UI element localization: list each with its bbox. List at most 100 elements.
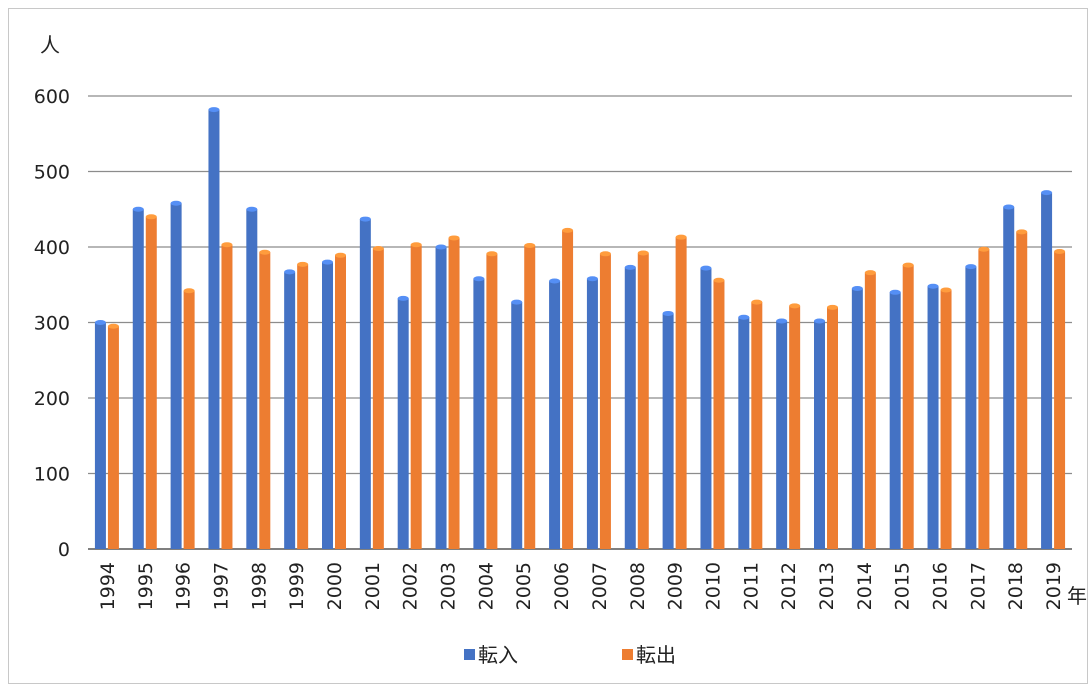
bar-cap: [410, 242, 422, 248]
bar-転出-2019: [1054, 251, 1066, 549]
bar-cap: [107, 323, 119, 329]
bar-転入-1994: [94, 322, 106, 549]
x-tick-label: 1998: [248, 562, 270, 610]
y-tick-label: 500: [34, 162, 70, 184]
bar-転出-2013: [827, 307, 838, 549]
y-tick-label: 0: [58, 539, 70, 561]
bar-転出-1999: [297, 264, 309, 549]
bar-cap: [372, 246, 384, 252]
bar-転出-2001: [372, 248, 384, 549]
bar-cap: [1003, 204, 1015, 210]
bar-転入-2011: [738, 317, 750, 549]
x-tick-label: 2011: [740, 562, 762, 610]
x-tick-label: 2007: [589, 562, 611, 610]
bar-転出-2000: [335, 255, 346, 549]
bar-転出-1998: [259, 252, 271, 549]
y-axis-ticks: 0 100 200 300 400 500 600: [34, 86, 70, 561]
bar-転出-2006: [562, 230, 574, 549]
bar-cap: [94, 320, 106, 325]
bar-転出-1996: [183, 290, 195, 549]
bar-転入-2019: [1041, 192, 1053, 549]
bar-cap: [511, 299, 523, 305]
bar-cap: [221, 242, 233, 248]
x-tick-label: 2017: [967, 562, 989, 610]
y-axis-label: 人: [40, 33, 60, 57]
bar-転入-2016: [927, 286, 939, 549]
y-tick-label: 400: [34, 237, 70, 259]
legend-label: 転入: [478, 643, 518, 667]
bar-転入-2010: [700, 268, 712, 549]
bar-cap: [1054, 249, 1066, 255]
bar-cap: [562, 227, 574, 233]
bar-転入-2004: [473, 278, 485, 549]
bar-転出-2005: [524, 245, 536, 550]
bar-cap: [927, 283, 939, 289]
y-tick-label: 600: [34, 86, 70, 108]
x-tick-label: 1997: [210, 562, 232, 610]
bar-転入-2014: [851, 288, 863, 549]
x-axis-label: 年: [1067, 584, 1087, 608]
bar-転出-2015: [902, 265, 914, 549]
bar-cap: [549, 278, 561, 284]
x-tick-label: 2010: [702, 562, 724, 610]
bar-cap: [864, 270, 876, 276]
x-tick-label: 2018: [1005, 562, 1027, 610]
bar-転入-2008: [624, 267, 636, 549]
bar-転入-2003: [435, 247, 447, 549]
bar-cap: [789, 303, 801, 309]
bar-転出-2009: [675, 237, 687, 549]
bar-cap: [322, 259, 333, 265]
x-tick-label: 2009: [665, 562, 687, 610]
bar-転入-2013: [814, 320, 825, 549]
bar-転出-2012: [789, 305, 801, 549]
legend-swatch-転入: [464, 649, 475, 660]
y-tick-label: 200: [34, 388, 70, 410]
bar-転入-2007: [586, 278, 598, 549]
bar-転出-2008: [637, 253, 649, 550]
bar-cap: [700, 265, 712, 271]
x-tick-label: 2008: [627, 562, 649, 610]
bar-転出-2010: [713, 280, 725, 549]
bar-cap: [448, 235, 460, 241]
x-tick-label: 2000: [324, 562, 346, 610]
bar-cap: [662, 310, 674, 316]
bar-cap: [473, 276, 485, 282]
x-tick-label: 1994: [97, 562, 119, 610]
bar-cap: [335, 252, 346, 258]
gridlines: [88, 95, 1072, 550]
x-tick-label: 2006: [551, 562, 573, 610]
bar-cap: [599, 251, 611, 257]
bar-cap: [208, 107, 220, 113]
bar-転出-2007: [599, 253, 611, 550]
legend: 転入 転出: [464, 643, 676, 667]
bar-転出-1997: [221, 244, 233, 550]
bar-cap: [297, 261, 309, 267]
bar-転出-2018: [1016, 231, 1028, 549]
legend-swatch-転出: [622, 649, 633, 660]
bar-転入-2000: [322, 262, 333, 549]
bar-転出-2016: [940, 290, 952, 549]
bar-転入-2015: [889, 292, 901, 549]
bar-cap: [889, 289, 901, 295]
bar-転入-2005: [511, 302, 523, 549]
x-axis-ticks: 1994 1995 1996 1997 1998 1999 2000 2001 2002 2003…: [97, 562, 1065, 610]
bar-転出-2004: [486, 253, 498, 550]
bar-cap: [132, 206, 144, 212]
bar-cap: [851, 286, 863, 292]
y-tick-label: 100: [34, 464, 70, 486]
bar-転入-1996: [170, 203, 182, 549]
x-tick-label: 2004: [475, 562, 497, 610]
x-tick-label: 2012: [778, 562, 800, 610]
x-tick-label: 2002: [400, 562, 422, 610]
x-tick-label: 1996: [173, 562, 195, 610]
legend-label: 転出: [636, 643, 676, 667]
bar-転出-1994: [107, 326, 119, 549]
bar-転出-1995: [145, 216, 157, 550]
x-tick-label: 2019: [1043, 562, 1065, 610]
bar-cap: [675, 234, 687, 240]
bars: [94, 107, 1066, 550]
bar-cap: [827, 304, 838, 310]
bar-転入-1998: [246, 209, 258, 549]
bar-cap: [183, 288, 195, 294]
